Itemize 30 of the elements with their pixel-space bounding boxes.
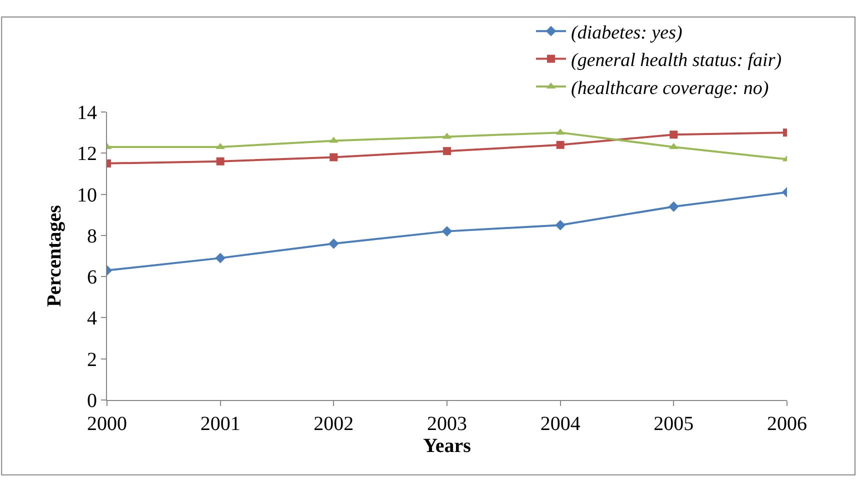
- point: [442, 226, 452, 237]
- legend-label: (healthcare coverage: no): [571, 78, 769, 99]
- y-axis-title: Percentages: [44, 204, 66, 307]
- x-axis-title: Years: [423, 435, 472, 457]
- point: [670, 130, 678, 139]
- y-tick-label: 12: [77, 143, 97, 166]
- y-tick-label: 8: [87, 225, 97, 248]
- x-tick-label: 2000: [87, 413, 127, 435]
- point: [328, 238, 339, 249]
- x-tick-label: 2004: [540, 413, 580, 435]
- point: [330, 153, 338, 162]
- legend-label: (diabetes: yes): [571, 22, 682, 44]
- x-tick-label: 2003: [427, 413, 467, 435]
- point: [556, 140, 564, 149]
- y-tick-label: 2: [87, 348, 97, 371]
- y-tick-label: 0: [87, 390, 97, 412]
- point: [443, 147, 451, 156]
- point: [216, 157, 224, 166]
- x-tick-label: 2002: [314, 413, 354, 435]
- y-tick-label: 10: [77, 184, 97, 206]
- point: [555, 220, 566, 230]
- x-tick-label: 2005: [654, 413, 694, 435]
- x-tick-label: 2001: [200, 413, 240, 435]
- point: [215, 252, 226, 264]
- y-tick-label: 6: [87, 266, 97, 289]
- x-tick-label: 2006: [767, 413, 807, 435]
- legend-label: (general health status: fair): [571, 50, 782, 72]
- y-tick-label: 14: [77, 102, 97, 124]
- point: [668, 201, 679, 212]
- y-tick-label: 4: [87, 308, 97, 330]
